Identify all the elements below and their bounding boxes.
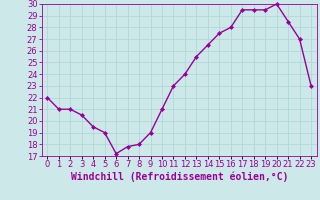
X-axis label: Windchill (Refroidissement éolien,°C): Windchill (Refroidissement éolien,°C) [70,172,288,182]
